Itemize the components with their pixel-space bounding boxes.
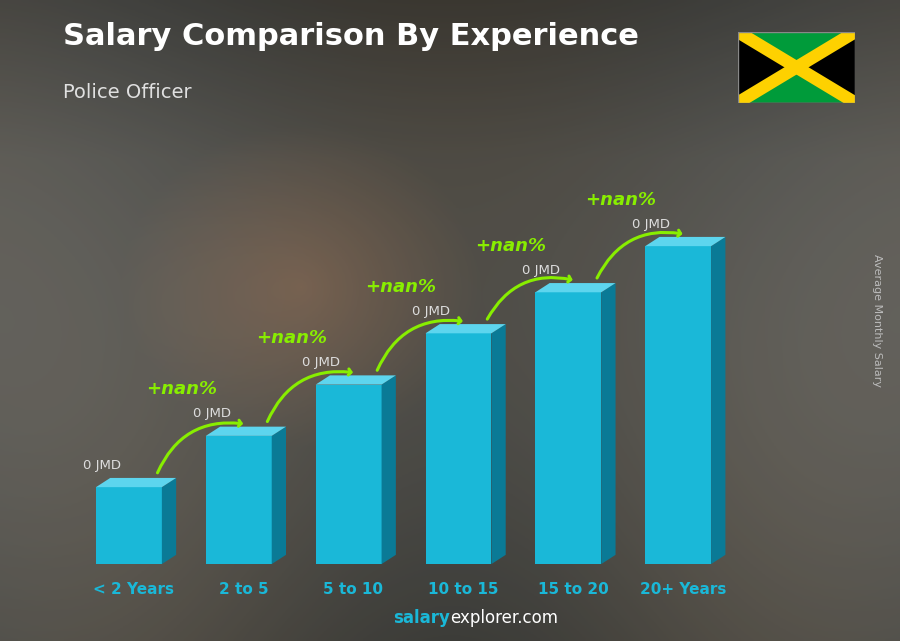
- Text: Average Monthly Salary: Average Monthly Salary: [872, 254, 883, 387]
- Polygon shape: [206, 427, 286, 436]
- Text: Salary Comparison By Experience: Salary Comparison By Experience: [63, 22, 639, 51]
- Polygon shape: [206, 436, 272, 564]
- Text: 5 to 10: 5 to 10: [323, 582, 383, 597]
- Polygon shape: [272, 427, 286, 564]
- Text: 0 JMD: 0 JMD: [83, 459, 121, 472]
- Text: < 2 Years: < 2 Years: [94, 582, 175, 597]
- Polygon shape: [96, 478, 176, 487]
- Text: Police Officer: Police Officer: [63, 83, 192, 103]
- Polygon shape: [382, 376, 396, 564]
- Polygon shape: [96, 487, 162, 564]
- Polygon shape: [316, 376, 396, 385]
- Polygon shape: [738, 32, 796, 103]
- Text: 0 JMD: 0 JMD: [632, 218, 670, 231]
- Text: 0 JMD: 0 JMD: [193, 408, 230, 420]
- Polygon shape: [536, 292, 601, 564]
- Text: +nan%: +nan%: [146, 381, 217, 399]
- Polygon shape: [162, 478, 176, 564]
- Text: +nan%: +nan%: [256, 329, 327, 347]
- Polygon shape: [316, 385, 382, 564]
- Text: +nan%: +nan%: [585, 191, 656, 209]
- Text: 2 to 5: 2 to 5: [219, 582, 268, 597]
- Polygon shape: [536, 283, 616, 292]
- Polygon shape: [738, 32, 855, 67]
- Polygon shape: [645, 246, 711, 564]
- Text: salary: salary: [393, 609, 450, 627]
- Polygon shape: [491, 324, 506, 564]
- Polygon shape: [796, 32, 855, 103]
- Polygon shape: [711, 237, 725, 564]
- Polygon shape: [426, 324, 506, 333]
- Polygon shape: [645, 237, 725, 246]
- Text: 10 to 15: 10 to 15: [428, 582, 499, 597]
- Polygon shape: [601, 283, 616, 564]
- Text: explorer.com: explorer.com: [450, 609, 558, 627]
- Text: 15 to 20: 15 to 20: [537, 582, 608, 597]
- Text: 0 JMD: 0 JMD: [522, 264, 560, 277]
- Text: +nan%: +nan%: [475, 237, 546, 255]
- Polygon shape: [738, 67, 855, 103]
- Text: 20+ Years: 20+ Years: [640, 582, 726, 597]
- Polygon shape: [426, 333, 491, 564]
- Text: +nan%: +nan%: [365, 278, 436, 296]
- Text: 0 JMD: 0 JMD: [412, 305, 450, 318]
- Text: 0 JMD: 0 JMD: [302, 356, 340, 369]
